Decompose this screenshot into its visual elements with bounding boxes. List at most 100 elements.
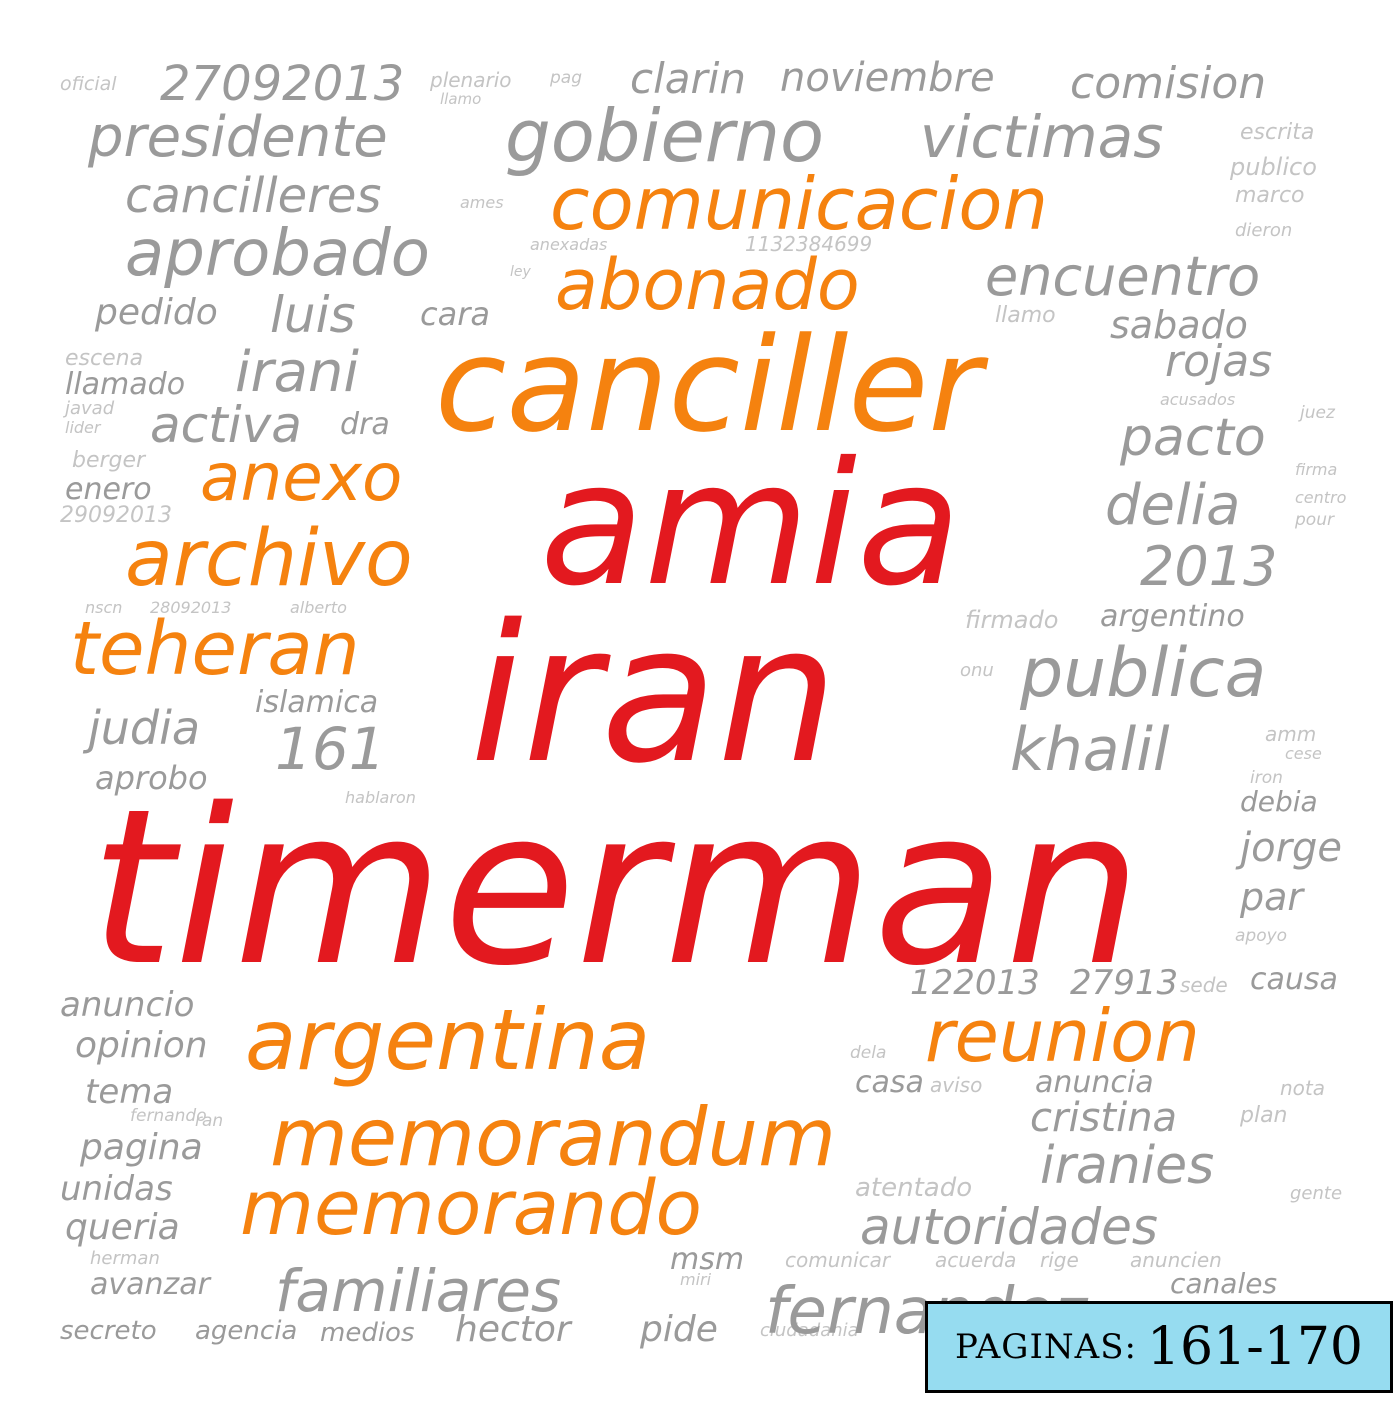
word-plan: plan — [1240, 1103, 1288, 1128]
word-tema: tema — [85, 1072, 174, 1112]
word-firmado: firmado — [965, 606, 1059, 634]
word-escrita: escrita — [1240, 120, 1315, 145]
word-dieron: dieron — [1235, 220, 1293, 241]
word-causa: causa — [1250, 962, 1338, 997]
word-iran: iran — [470, 584, 838, 805]
word-cancilleres: cancilleres — [125, 168, 382, 224]
word-argentina: argentina — [245, 991, 651, 1089]
word-timerman: timerman — [90, 762, 1142, 1013]
word-juez: juez — [1300, 403, 1335, 423]
word-anuncia: anuncia — [1035, 1065, 1154, 1100]
word-firma: firma — [1295, 460, 1338, 479]
word-comunicacion: comunicacion — [550, 162, 1049, 246]
word-ciudadania: ciudadania — [760, 1320, 859, 1341]
word-alberto: alberto — [290, 598, 347, 617]
word-122013: 122013 — [910, 963, 1040, 1003]
word-pag: pag — [550, 68, 582, 88]
pages-badge: PAGINAS: 161-170 — [925, 1301, 1393, 1393]
word-herman: herman — [90, 1248, 160, 1269]
word-berger: berger — [72, 448, 146, 473]
word-llamado: llamado — [65, 367, 186, 402]
word-nota: nota — [1280, 1076, 1326, 1100]
word-argentino: argentino — [1100, 599, 1245, 634]
word-apoyo: apoyo — [1235, 926, 1288, 946]
word-pagina: pagina — [80, 1127, 203, 1168]
word-javad: javad — [65, 398, 115, 419]
word-onu: onu — [960, 660, 994, 681]
word-sabado: sabado — [1110, 303, 1248, 347]
word-anuncien: anuncien — [1130, 1248, 1222, 1272]
word-ames: ames — [460, 193, 504, 212]
word-27092013: 27092013 — [160, 56, 405, 112]
word-gobierno: gobierno — [505, 94, 825, 178]
word-escena: escena — [65, 346, 144, 371]
word-llamo-2: llamo — [995, 303, 1056, 328]
pages-label: PAGINAS: — [954, 1327, 1137, 1367]
word-memorando: memorando — [240, 1163, 703, 1252]
word-miri: miri — [680, 1270, 712, 1289]
word-reunion: reunion — [925, 994, 1200, 1078]
word-acusados: acusados — [1160, 390, 1236, 409]
word-lider: lider — [65, 418, 101, 437]
word-avanzar: avanzar — [90, 1267, 210, 1302]
word-memorandum: memorandum — [270, 1091, 837, 1184]
word-luis: luis — [270, 286, 356, 344]
word-pedido: pedido — [95, 292, 218, 333]
word-iron: iron — [1250, 768, 1283, 788]
word-sede: sede — [1180, 973, 1228, 997]
word-2013: 2013 — [1140, 535, 1278, 598]
word-anexo: anexo — [200, 439, 403, 516]
word-pour: pour — [1295, 510, 1334, 530]
word-centro: centro — [1295, 488, 1347, 507]
word-hablaron: hablaron — [345, 788, 416, 807]
word-abonado: abonado — [555, 244, 860, 326]
word-hector: hector — [455, 1309, 571, 1350]
word-khalil: khalil — [1010, 715, 1170, 785]
word-dra: dra — [340, 407, 390, 442]
word-clarin: clarin — [630, 54, 747, 103]
word-cese: cese — [1285, 744, 1322, 763]
word-encuentro: encuentro — [985, 245, 1261, 308]
pages-range: 161-170 — [1146, 1317, 1364, 1377]
word-secreto: secreto — [60, 1316, 157, 1346]
word-medios: medios — [320, 1318, 415, 1348]
word-dela: dela — [850, 1043, 887, 1063]
word-publico: publico — [1230, 153, 1317, 181]
word-oficial: oficial — [60, 73, 117, 95]
word-autoridades: autoridades — [860, 1198, 1158, 1256]
word-debia: debia — [1240, 785, 1318, 818]
word-presidente: presidente — [88, 105, 388, 170]
word-27913: 27913 — [1070, 963, 1179, 1003]
word-llamo: llamo — [440, 90, 482, 108]
word-marco: marco — [1235, 183, 1305, 208]
word-161: 161 — [275, 715, 386, 783]
word-noviembre: noviembre — [780, 55, 995, 101]
word-archivo: archivo — [125, 514, 413, 604]
word-victimas: victimas — [920, 103, 1164, 171]
word-rojas: rojas — [1165, 336, 1273, 387]
word-casa: casa — [855, 1065, 924, 1100]
word-anexadas: anexadas — [530, 235, 608, 254]
word-enero: enero — [65, 472, 152, 507]
word-canales: canales — [1170, 1267, 1278, 1300]
word-acuerda: acuerda — [935, 1248, 1017, 1272]
word-opinion: opinion — [75, 1025, 208, 1066]
word-gente: gente — [1290, 1183, 1343, 1204]
word-pacto: pacto — [1120, 408, 1266, 468]
word-aprobado: aprobado — [125, 217, 430, 291]
word-aprobo: aprobo — [95, 759, 208, 797]
word-jorge: jorge — [1240, 825, 1343, 871]
word-cara: cara — [420, 295, 490, 333]
word-amia: amia — [540, 426, 962, 624]
word-unidas: unidas — [60, 1169, 173, 1209]
word-publica: publica — [1020, 634, 1267, 713]
word-delia: delia — [1105, 473, 1241, 538]
word-cristina: cristina — [1030, 1095, 1178, 1141]
word-amm: amm — [1265, 722, 1317, 746]
word-activa: activa — [150, 396, 302, 454]
word-teheran: teheran — [70, 606, 360, 692]
word-agencia: agencia — [195, 1316, 298, 1346]
word-29092013: 29092013 — [60, 503, 172, 528]
word-rige: rige — [1040, 1248, 1079, 1272]
